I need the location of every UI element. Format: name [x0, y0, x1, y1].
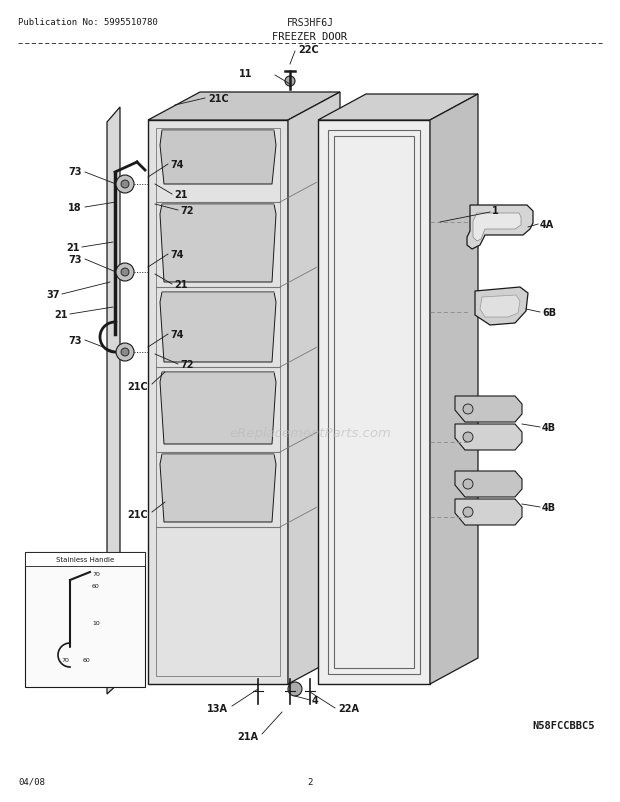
Text: 13A: 13A: [207, 703, 228, 713]
Text: Publication No: 5995510780: Publication No: 5995510780: [18, 18, 157, 27]
Text: 21A: 21A: [237, 731, 258, 741]
Circle shape: [463, 432, 473, 443]
Text: FREEZER DOOR: FREEZER DOOR: [273, 32, 347, 42]
Polygon shape: [160, 455, 276, 522]
Text: 74: 74: [170, 249, 184, 260]
Polygon shape: [160, 293, 276, 363]
Polygon shape: [455, 396, 522, 423]
Polygon shape: [160, 131, 276, 184]
Text: 21: 21: [174, 280, 187, 290]
Circle shape: [463, 404, 473, 415]
Text: 60: 60: [92, 584, 100, 589]
Polygon shape: [430, 95, 478, 684]
Text: 10: 10: [92, 621, 100, 626]
Text: 4A: 4A: [540, 220, 554, 229]
Polygon shape: [475, 288, 528, 326]
Circle shape: [121, 180, 129, 188]
Text: 70: 70: [92, 572, 100, 577]
Text: 73: 73: [68, 167, 82, 176]
Text: 21C: 21C: [208, 94, 229, 104]
Text: 22C: 22C: [298, 45, 319, 55]
Polygon shape: [455, 472, 522, 497]
Circle shape: [288, 683, 302, 696]
Text: FRS3HF6J: FRS3HF6J: [286, 18, 334, 28]
Text: 73: 73: [68, 255, 82, 265]
Text: 70: 70: [61, 657, 69, 662]
Polygon shape: [480, 296, 520, 318]
Text: 4B: 4B: [542, 502, 556, 512]
Polygon shape: [25, 553, 145, 687]
Text: 21C: 21C: [127, 509, 148, 520]
Text: eReplacementParts.com: eReplacementParts.com: [229, 427, 391, 439]
Circle shape: [121, 269, 129, 277]
Text: 11: 11: [239, 69, 252, 79]
Circle shape: [116, 176, 134, 194]
Polygon shape: [467, 206, 533, 249]
Text: 74: 74: [170, 160, 184, 170]
Text: 21: 21: [66, 243, 80, 253]
Text: 18: 18: [68, 203, 82, 213]
Text: 6B: 6B: [542, 308, 556, 318]
Text: 72: 72: [180, 206, 193, 216]
Polygon shape: [160, 373, 276, 444]
Text: 21C: 21C: [127, 382, 148, 391]
Text: 4: 4: [312, 695, 319, 705]
Text: 21: 21: [55, 310, 68, 320]
Text: 1: 1: [492, 206, 498, 216]
Text: 60: 60: [82, 657, 90, 662]
Polygon shape: [160, 205, 276, 282]
Text: 72: 72: [180, 359, 193, 370]
Text: 22A: 22A: [338, 703, 359, 713]
Circle shape: [285, 77, 295, 87]
Polygon shape: [318, 121, 430, 684]
Circle shape: [116, 264, 134, 282]
Text: 4B: 4B: [542, 423, 556, 432]
Text: 04/08: 04/08: [18, 777, 45, 786]
Circle shape: [463, 480, 473, 489]
Polygon shape: [107, 107, 120, 695]
Polygon shape: [473, 214, 521, 241]
Text: Stainless Handle: Stainless Handle: [56, 557, 114, 562]
Circle shape: [463, 508, 473, 517]
Polygon shape: [148, 93, 340, 121]
Text: 74: 74: [170, 330, 184, 339]
Text: 73: 73: [68, 335, 82, 346]
Text: 37: 37: [46, 290, 60, 300]
Polygon shape: [318, 95, 478, 121]
Polygon shape: [455, 424, 522, 451]
Circle shape: [116, 343, 134, 362]
Polygon shape: [288, 93, 340, 684]
Text: 21: 21: [174, 190, 187, 200]
Circle shape: [121, 349, 129, 357]
Text: 2: 2: [308, 777, 312, 786]
Text: N58FCCBBC5: N58FCCBBC5: [533, 720, 595, 730]
Polygon shape: [25, 553, 145, 566]
Polygon shape: [455, 500, 522, 525]
Polygon shape: [148, 121, 288, 684]
